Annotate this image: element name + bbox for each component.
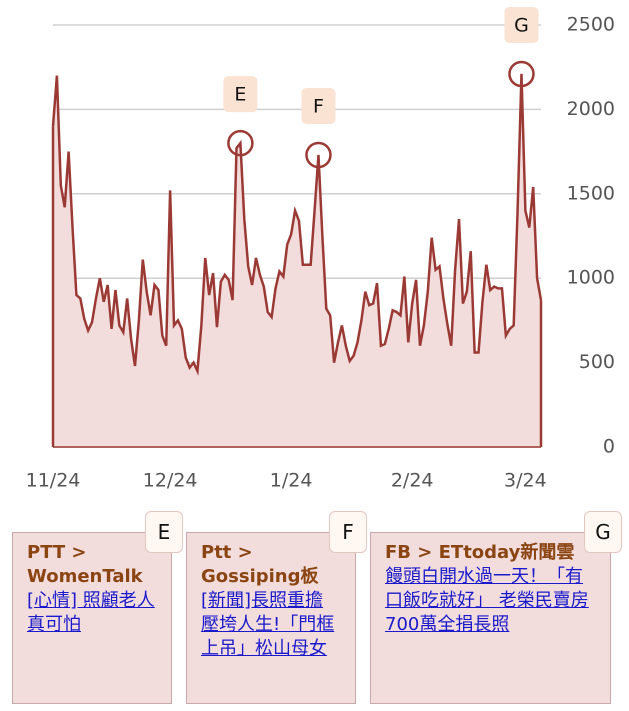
card-badge: G [584, 511, 622, 553]
card-source: FB > ETtoday新聞雲 [385, 542, 575, 563]
card: E PTT > WomenTalk [心情] 照顧老人真可怕 [12, 511, 183, 704]
annotation-circle [227, 129, 254, 157]
card-link[interactable]: [新聞]長照重擔壓垮人生!「門框上吊」松山母女 [201, 590, 335, 659]
x-tick-label: 3/24 [504, 470, 547, 492]
annotation-label: G [514, 14, 529, 36]
y-tick-label: 1000 [567, 267, 615, 289]
card-source: Ptt > Gossiping板 [201, 542, 319, 587]
annotation-label: F [313, 95, 324, 117]
x-tick-label: 1/24 [270, 470, 313, 492]
card-link[interactable]: [心情] 照顧老人真可怕 [27, 590, 155, 635]
x-tick-label: 12/24 [143, 470, 198, 492]
y-tick-label: 2000 [567, 98, 615, 120]
annotation-badge [223, 76, 258, 113]
chart: 0 500 1000 1500 2000 2500 11/24 12/24 1/24 2/24 3/… [26, 6, 615, 492]
annotation-circle [508, 60, 535, 88]
card-badge: E [145, 511, 183, 553]
area-fill [53, 73, 541, 448]
y-tick-label: 1500 [567, 182, 615, 204]
line [51, 73, 543, 376]
card: F Ptt > Gossiping板 [新聞]長照重擔壓垮人生!「門框上吊」松山… [186, 511, 367, 704]
card: G FB > ETtoday新聞雲 饅頭白開水過一天！「有口飯吃就好」 老榮民賣… [370, 511, 622, 704]
x-tick-label: 11/24 [26, 470, 81, 492]
card-source: PTT > WomenTalk [27, 542, 143, 587]
annotation-badge [504, 6, 539, 43]
y-tick-label: 0 [603, 436, 615, 458]
annotation-circle [305, 141, 332, 169]
x-tick-label: 2/24 [391, 470, 434, 492]
y-tick-label: 2500 [567, 14, 615, 36]
card-badge: F [329, 511, 367, 553]
annotation-badge [301, 87, 336, 124]
annotation-label: E [234, 84, 246, 106]
card-link[interactable]: 饅頭白開水過一天！「有口飯吃就好」 老榮民賣房700萬全捐長照 [385, 566, 589, 635]
y-tick-label: 500 [579, 351, 615, 373]
